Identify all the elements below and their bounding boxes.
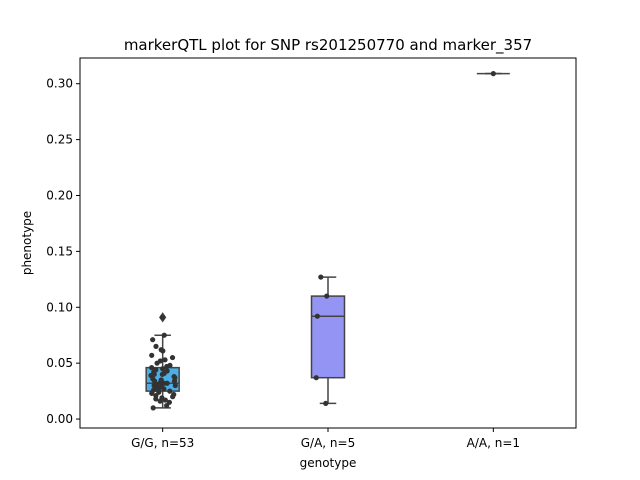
y-axis-label: phenotype [20, 211, 34, 275]
data-point [162, 357, 168, 363]
y-tick-label: 0.25 [46, 133, 73, 147]
data-point [164, 403, 170, 409]
data-point [159, 314, 166, 320]
data-point [172, 382, 178, 389]
x-axis-label: genotype [300, 456, 357, 470]
data-point [150, 337, 156, 343]
data-point [153, 343, 159, 349]
data-point [157, 398, 163, 404]
data-point [160, 348, 166, 354]
x-tick-label: G/A, n=5 [301, 436, 355, 450]
data-point [150, 405, 156, 411]
data-point [156, 389, 162, 395]
boxes [145, 72, 510, 409]
x-axis: G/G, n=53 G/A, n=5 A/A, n=1 [131, 428, 520, 450]
data-point [314, 313, 320, 319]
y-tick-label: 0.15 [46, 244, 73, 258]
box [310, 295, 346, 379]
data-point [161, 386, 167, 392]
data-point [169, 354, 176, 361]
data-point [171, 378, 178, 384]
y-tick-label: 0.00 [46, 412, 73, 426]
y-tick-label: 0.30 [46, 77, 73, 91]
data-point [154, 360, 160, 366]
data-point [490, 71, 496, 77]
y-tick-label: 0.10 [46, 300, 73, 314]
data-point [160, 366, 166, 372]
chart-title: markerQTL plot for SNP rs201250770 and m… [124, 36, 532, 55]
data-point [170, 394, 176, 400]
data-point [159, 371, 165, 377]
points [148, 71, 496, 411]
data-point [149, 390, 155, 396]
y-axis: 0.00 0.05 0.10 0.15 0.20 0.25 0.30 [46, 77, 80, 426]
data-point [149, 365, 155, 371]
data-point [161, 332, 167, 338]
data-point [164, 380, 170, 386]
data-point [149, 352, 155, 358]
data-point [313, 375, 319, 381]
x-tick-label: A/A, n=1 [467, 436, 520, 450]
data-point [162, 397, 168, 403]
data-point [167, 388, 173, 394]
data-point [323, 400, 329, 407]
data-point [153, 396, 159, 402]
data-point [318, 274, 324, 280]
x-tick-label: G/G, n=53 [131, 436, 194, 450]
y-tick-label: 0.05 [46, 356, 73, 370]
data-point [324, 293, 330, 299]
y-tick-label: 0.20 [46, 188, 73, 202]
data-point [164, 363, 170, 370]
